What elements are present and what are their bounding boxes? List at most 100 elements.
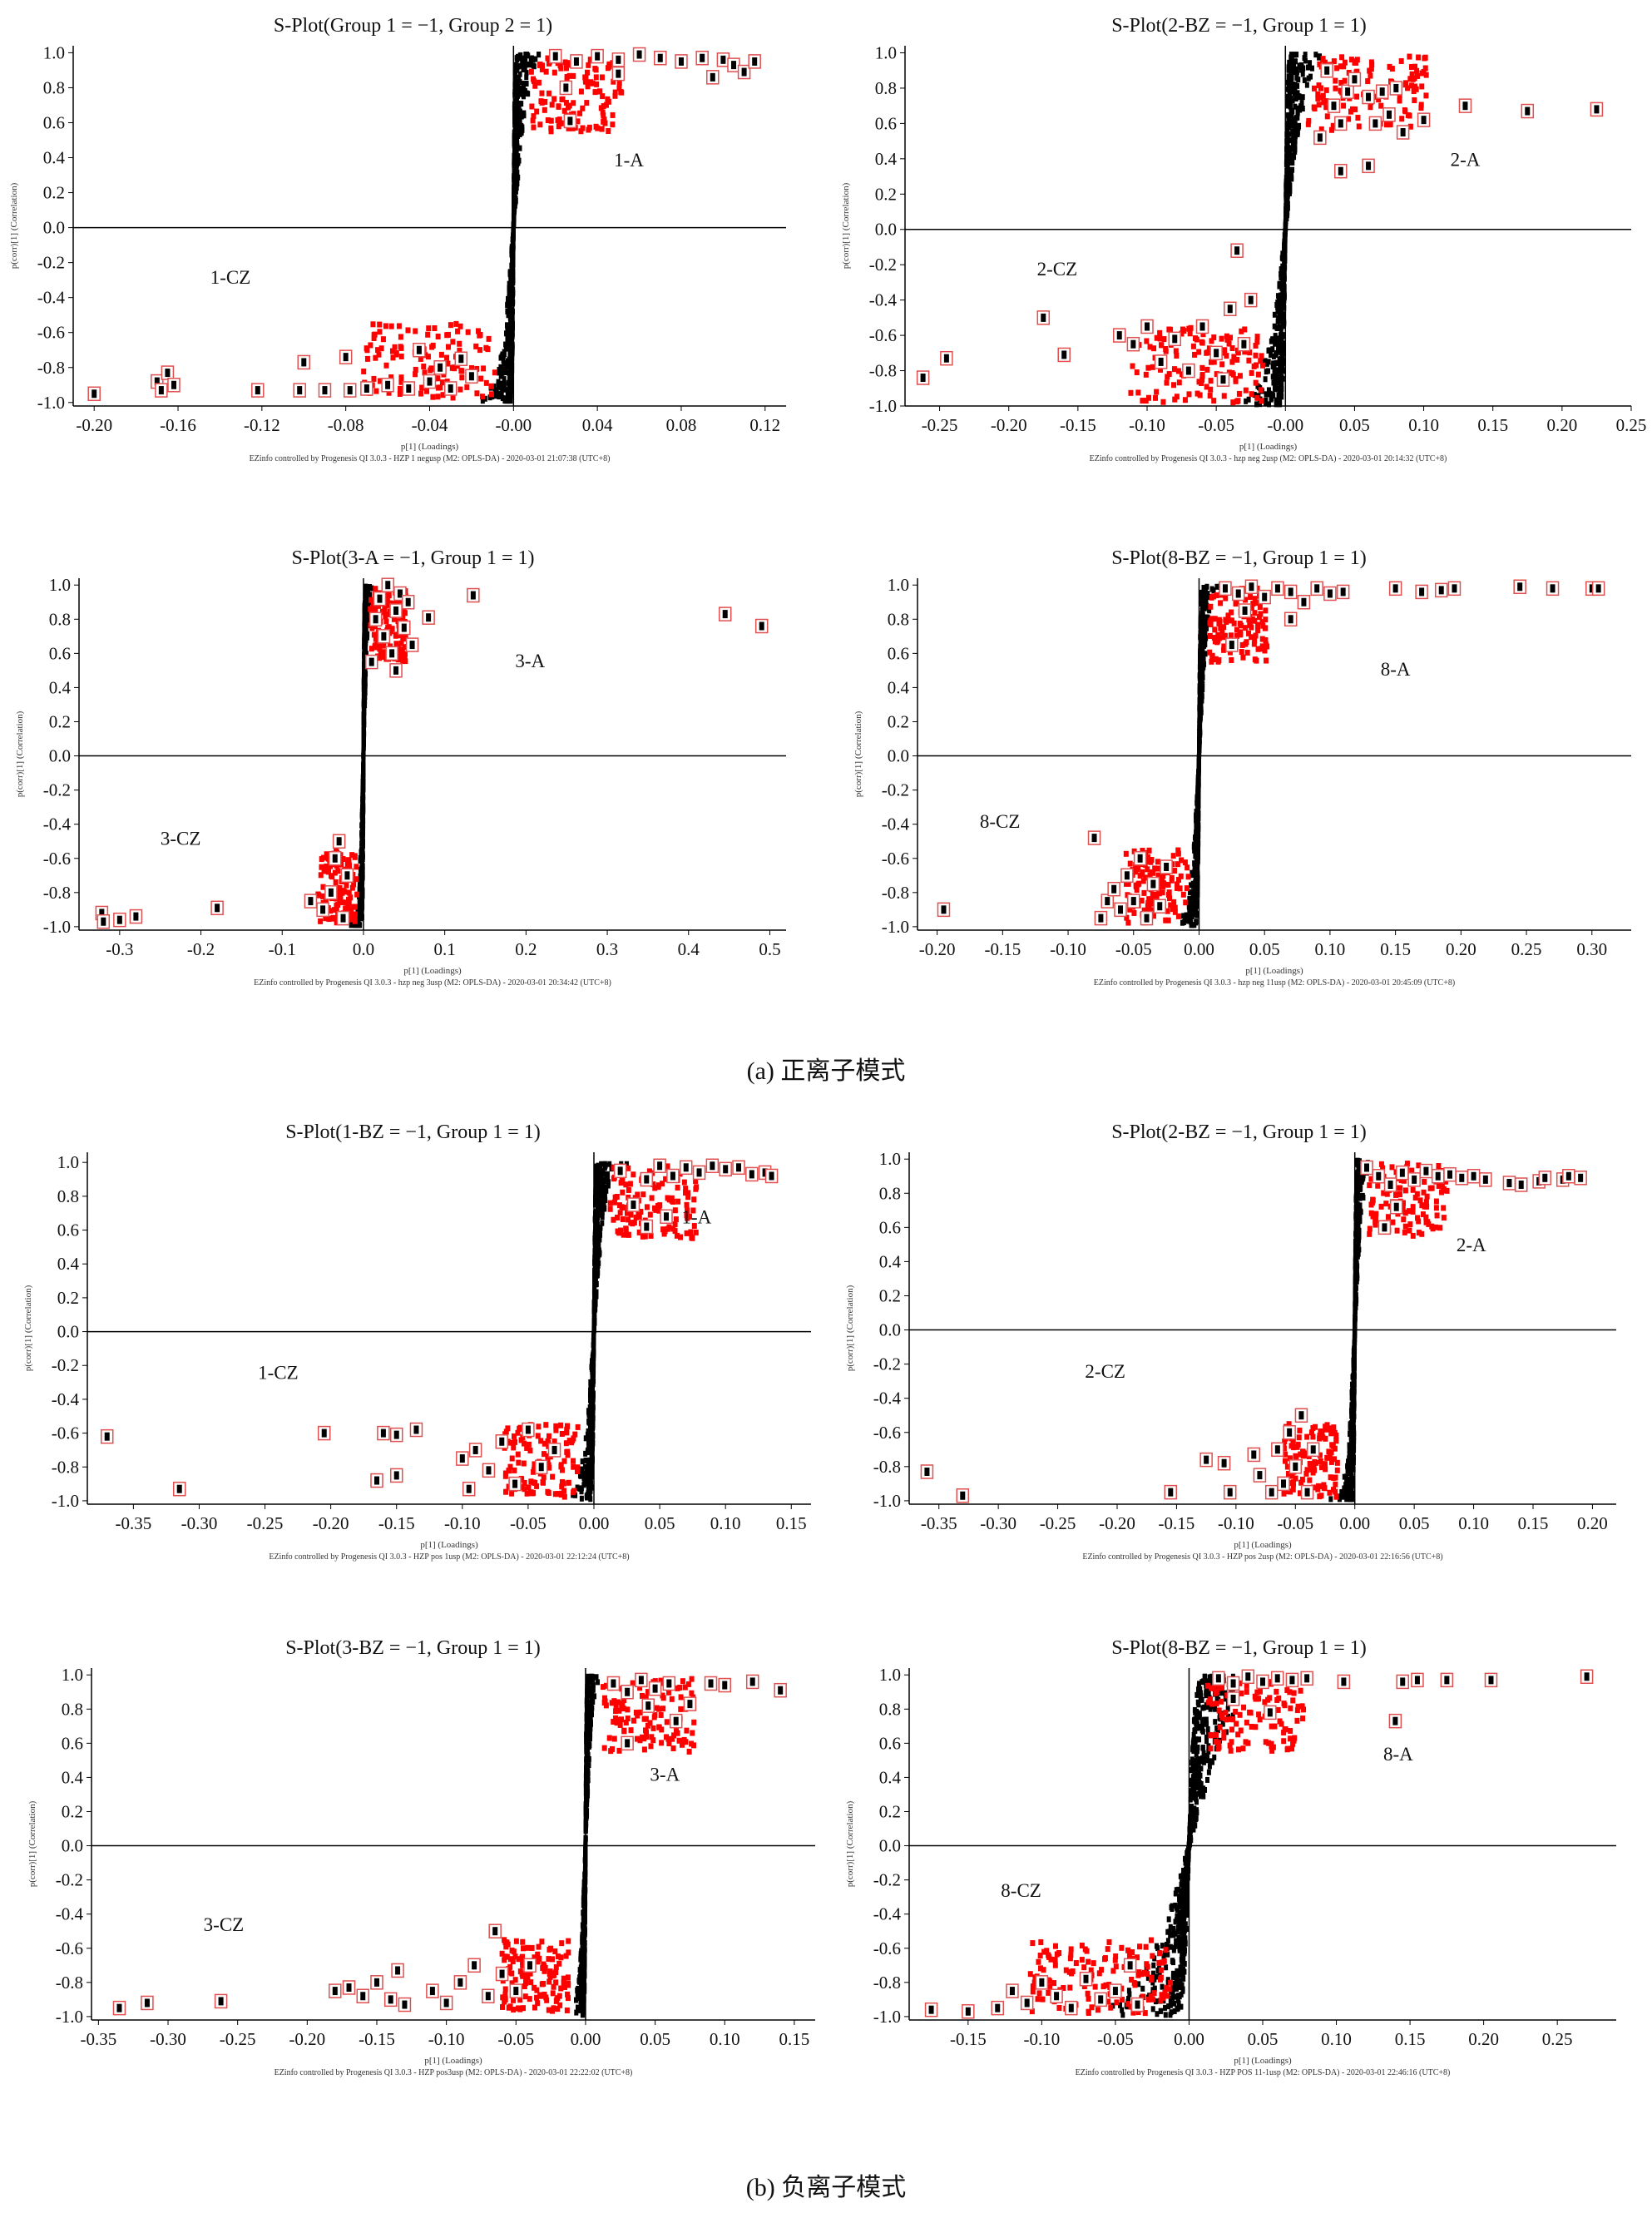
red-point [1353, 106, 1358, 112]
black-point [524, 74, 528, 80]
black-point [359, 909, 363, 915]
highlighted-point [301, 358, 306, 366]
black-point [1282, 321, 1286, 327]
highlighted-point [1439, 586, 1444, 594]
red-point [457, 341, 462, 347]
red-point [1256, 372, 1261, 378]
red-point [616, 1230, 621, 1235]
y-tick-label: 0.6 [57, 1220, 79, 1240]
red-point [557, 121, 562, 126]
red-point [329, 874, 334, 879]
y-tick-label: 0.8 [875, 78, 897, 98]
y-tick-label: 0.0 [875, 220, 897, 240]
highlighted-point [341, 914, 346, 923]
black-point [497, 379, 501, 385]
highlighted-point [1249, 296, 1254, 304]
highlighted-point [1118, 905, 1123, 913]
black-point [591, 1394, 595, 1399]
highlighted-point [567, 116, 572, 125]
red-point [444, 355, 449, 361]
black-point [1212, 587, 1216, 593]
red-point [586, 62, 591, 68]
black-point [596, 1205, 601, 1211]
black-point [1281, 360, 1285, 366]
group-annotation: 1-A [614, 150, 644, 171]
red-point [536, 1423, 541, 1429]
red-point [1422, 55, 1427, 61]
red-point [1157, 330, 1162, 336]
red-point [1246, 358, 1251, 364]
black-point [512, 184, 517, 190]
red-point [377, 322, 382, 328]
red-point [1131, 910, 1136, 916]
red-point [1160, 889, 1165, 895]
highlighted-point [92, 389, 96, 398]
black-point [520, 56, 524, 62]
black-point [512, 221, 516, 227]
highlighted-point [742, 68, 747, 77]
red-point [652, 1206, 657, 1211]
red-point [1211, 593, 1216, 599]
y-axis-label: p(corr)[1] (Correlation) [9, 182, 19, 269]
red-point [1145, 365, 1150, 371]
red-point [606, 128, 611, 134]
black-point [1278, 298, 1282, 304]
red-point [1208, 618, 1213, 624]
red-point [1384, 121, 1389, 127]
red-point [552, 70, 557, 76]
highlighted-point [373, 615, 378, 623]
red-point [673, 1228, 678, 1234]
black-point [596, 1219, 600, 1225]
red-point [347, 900, 352, 906]
red-point [1124, 851, 1129, 857]
red-point [1245, 650, 1250, 656]
y-tick-label: -0.2 [869, 255, 897, 275]
x-tick-label: 0.05 [1249, 939, 1280, 959]
black-point [594, 1235, 598, 1240]
black-point [1194, 875, 1199, 881]
red-point [432, 325, 437, 331]
x-tick-label: 0.00 [1184, 939, 1214, 959]
red-point [483, 345, 488, 351]
black-point [1283, 285, 1287, 290]
x-tick-label: -0.15 [1060, 415, 1096, 435]
red-point [446, 344, 451, 350]
black-point [515, 148, 519, 154]
black-point [361, 791, 365, 797]
red-point [1183, 899, 1188, 905]
red-point [563, 59, 568, 65]
red-point [426, 325, 431, 331]
chart-title: S-Plot(Group 1 = −1, Group 2 = 1) [274, 15, 552, 37]
black-point [1201, 585, 1205, 591]
x-tick-label: -0.00 [495, 415, 532, 435]
y-tick-label: 1.0 [49, 575, 71, 595]
red-point [600, 126, 605, 132]
black-point [520, 61, 524, 67]
red-point [353, 918, 358, 924]
red-point [1240, 655, 1245, 661]
black-point [1286, 94, 1290, 100]
highlighted-point [410, 641, 415, 649]
black-point [1198, 701, 1202, 707]
black-point [1199, 611, 1204, 616]
black-point [361, 796, 365, 802]
x-tick-label: -0.04 [412, 415, 448, 435]
red-point [436, 385, 441, 391]
red-point [1155, 892, 1160, 898]
highlighted-point [1314, 584, 1319, 592]
highlighted-point [385, 381, 390, 389]
red-point [489, 391, 494, 397]
y-tick-label: 0.0 [49, 746, 71, 766]
x-tick-label: 0.10 [710, 1513, 741, 1533]
highlighted-point [1288, 615, 1293, 623]
chart-panel-1: S-Plot(Group 1 = −1, Group 2 = 1) p(corr)… [9, 15, 786, 463]
black-point [592, 1328, 596, 1334]
highlighted-point [438, 364, 443, 372]
red-point [1223, 596, 1228, 602]
highlighted-point [1419, 587, 1424, 596]
red-point [673, 1207, 678, 1213]
red-point [1264, 658, 1269, 664]
black-point [360, 814, 364, 820]
red-point [1232, 621, 1237, 626]
red-point [1409, 82, 1414, 88]
